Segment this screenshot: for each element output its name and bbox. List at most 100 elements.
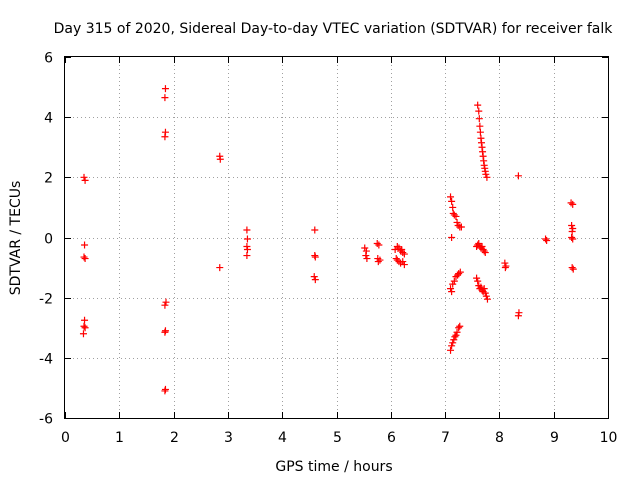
data-point [400, 261, 408, 269]
data-point [542, 235, 550, 243]
data-point [216, 155, 224, 163]
data-point [568, 234, 576, 241]
data-point [161, 328, 169, 336]
y-tick-label: -2 [39, 292, 53, 308]
data-point [310, 273, 318, 281]
x-tick-label: 6 [387, 430, 396, 446]
data-point [568, 221, 576, 229]
data-point [375, 241, 383, 249]
data-point [456, 268, 464, 276]
x-tick-label: 10 [600, 430, 618, 446]
data-point [475, 107, 483, 115]
data-point [81, 176, 89, 184]
data-point [455, 324, 463, 332]
data-point [399, 258, 407, 266]
x-tick-label: 1 [115, 430, 124, 446]
data-point [476, 128, 484, 136]
data-point [81, 241, 89, 249]
data-point [453, 328, 461, 336]
data-point [475, 115, 483, 123]
x-tick-label: 7 [441, 430, 450, 446]
data-point [376, 256, 384, 264]
data-point [450, 277, 458, 285]
data-point [569, 265, 577, 273]
data-point [448, 234, 456, 241]
data-point [80, 173, 88, 181]
y-tick-label: 0 [44, 232, 53, 248]
data-point [475, 240, 483, 248]
data-point [374, 258, 382, 266]
data-point [480, 247, 488, 255]
data-point [569, 200, 577, 208]
x-tick-label: 9 [550, 430, 559, 446]
data-point [448, 288, 456, 296]
data-point [480, 285, 488, 293]
data-point [311, 253, 319, 261]
data-point [452, 212, 460, 220]
data-point [501, 264, 509, 272]
data-point [398, 246, 406, 254]
data-point [454, 221, 462, 229]
y-tick-label: 4 [44, 111, 53, 127]
data-point [243, 246, 251, 254]
data-point [543, 237, 551, 245]
data-point [162, 298, 170, 306]
data-point [514, 172, 522, 180]
axis-ticks [65, 57, 609, 419]
data-point [216, 264, 224, 272]
data-point [568, 227, 576, 235]
data-point [483, 173, 491, 181]
data-point [447, 193, 455, 201]
y-tick-label: -6 [39, 412, 53, 428]
chart-title: Day 315 of 2020, Sidereal Day-to-day VTE… [54, 21, 614, 37]
data-point [569, 235, 577, 243]
y-tick-label: -4 [39, 352, 53, 368]
x-tick-label: 8 [495, 430, 504, 446]
y-tick-labels: -6 -4 -2 0 2 4 6 [39, 51, 53, 428]
x-tick-labels: 0 1 2 3 4 5 6 7 8 9 10 [61, 430, 617, 446]
data-point [456, 322, 464, 330]
data-point [161, 133, 169, 141]
data-point [311, 226, 319, 234]
data-point [478, 243, 486, 251]
data-point [482, 292, 490, 300]
data-point [243, 226, 251, 234]
data-point [243, 252, 251, 260]
data-point [161, 387, 169, 395]
x-tick-label: 0 [61, 430, 70, 446]
data-point [81, 316, 89, 324]
data-point [447, 285, 455, 293]
data-point [361, 244, 369, 252]
data-point [447, 346, 455, 354]
data-point [481, 289, 489, 297]
data-point [450, 336, 458, 344]
data-point [455, 270, 463, 278]
data-point [161, 94, 169, 102]
data-point [449, 203, 457, 211]
data-point [399, 249, 407, 257]
y-tick-label: 2 [44, 171, 53, 187]
data-point [448, 342, 456, 350]
data-point [451, 333, 459, 341]
x-tick-label: 5 [333, 430, 342, 446]
y-axis-label: SDTVAR / TECUs [8, 181, 24, 296]
data-point [483, 295, 491, 303]
data-point [161, 85, 169, 93]
data-point [79, 330, 87, 338]
data-point [449, 339, 457, 347]
data-point [81, 324, 89, 332]
plot-frame [64, 56, 609, 419]
data-point [243, 235, 251, 243]
data-point [453, 218, 461, 226]
data-point [482, 170, 490, 178]
data-point [474, 101, 482, 109]
data-point [457, 223, 465, 231]
data-point [373, 240, 381, 248]
data-point [363, 255, 371, 263]
data-point [80, 322, 88, 330]
data-point [473, 274, 481, 282]
data-point [393, 256, 401, 264]
data-point [161, 301, 169, 309]
data-point [448, 197, 456, 205]
